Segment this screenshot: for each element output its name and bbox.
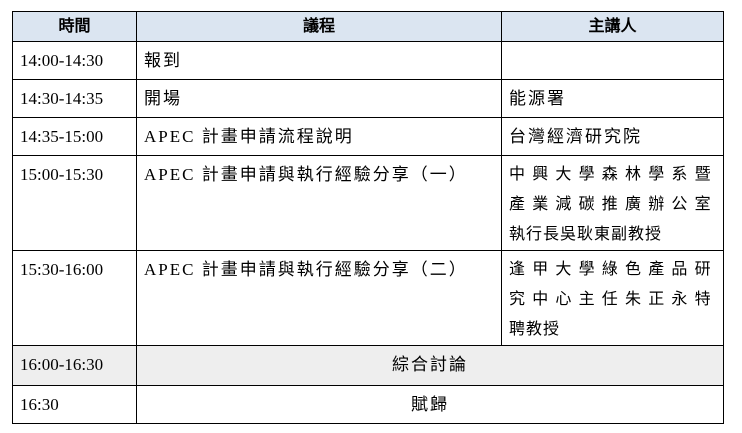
table-row: 16:00-16:30 綜合討論 bbox=[12, 345, 724, 386]
agenda-cell: 報到 bbox=[136, 41, 502, 80]
time-cell: 16:00-16:30 bbox=[12, 345, 137, 386]
agenda-cell: 開場 bbox=[136, 79, 502, 118]
table-row: 15:30-16:00 APEC 計畫申請與執行經驗分享（二） 逢甲大學綠色產品… bbox=[12, 250, 724, 346]
agenda-cell: APEC 計畫申請流程說明 bbox=[136, 117, 502, 156]
agenda-cell: 綜合討論 bbox=[136, 345, 724, 386]
time-cell: 15:30-16:00 bbox=[12, 250, 137, 346]
time-cell: 14:00-14:30 bbox=[12, 41, 137, 80]
speaker-line: 執行長吳耿東副教授 bbox=[509, 226, 663, 243]
speaker-cell: 中興大學森林學系暨 產業減碳推廣辦公室 執行長吳耿東副教授 bbox=[501, 155, 724, 251]
time-cell: 14:35-15:00 bbox=[12, 117, 137, 156]
table-row: 14:35-15:00 APEC 計畫申請流程說明 台灣經濟研究院 bbox=[12, 117, 724, 156]
table-row: 14:30-14:35 開場 能源署 bbox=[12, 79, 724, 118]
speaker-cell: 逢甲大學綠色產品研 究中心主任朱正永特 聘教授 bbox=[501, 250, 724, 346]
header-speaker: 主講人 bbox=[501, 11, 724, 42]
speaker-cell bbox=[501, 41, 724, 80]
speaker-line: 逢甲大學綠色產品研 bbox=[509, 261, 718, 278]
speaker-cell: 能源署 bbox=[501, 79, 724, 118]
agenda-cell: APEC 計畫申請與執行經驗分享（一） bbox=[136, 155, 502, 251]
speaker-line: 台灣經濟研究院 bbox=[509, 127, 642, 146]
table-row: 14:00-14:30 報到 bbox=[12, 41, 724, 80]
speaker-line: 能源署 bbox=[509, 89, 566, 108]
table-row: 16:30 賦歸 bbox=[12, 385, 724, 424]
speaker-line: 究中心主任朱正永特 bbox=[509, 291, 718, 308]
agenda-cell: 賦歸 bbox=[136, 385, 724, 424]
header-row: 時間 議程 主講人 bbox=[12, 11, 724, 42]
speaker-line: 中興大學森林學系暨 bbox=[509, 166, 718, 183]
agenda-table: 時間 議程 主講人 14:00-14:30 報到 14:30-14:35 開場 … bbox=[12, 11, 724, 424]
time-cell: 14:30-14:35 bbox=[12, 79, 137, 118]
header-time: 時間 bbox=[12, 11, 137, 42]
time-cell: 15:00-15:30 bbox=[12, 155, 137, 251]
table-row: 15:00-15:30 APEC 計畫申請與執行經驗分享（一） 中興大學森林學系… bbox=[12, 155, 724, 251]
agenda-cell: APEC 計畫申請與執行經驗分享（二） bbox=[136, 250, 502, 346]
header-agenda: 議程 bbox=[136, 11, 502, 42]
speaker-line: 聘教授 bbox=[509, 321, 561, 338]
speaker-line: 產業減碳推廣辦公室 bbox=[509, 196, 718, 213]
speaker-cell: 台灣經濟研究院 bbox=[501, 117, 724, 156]
time-cell: 16:30 bbox=[12, 385, 137, 424]
